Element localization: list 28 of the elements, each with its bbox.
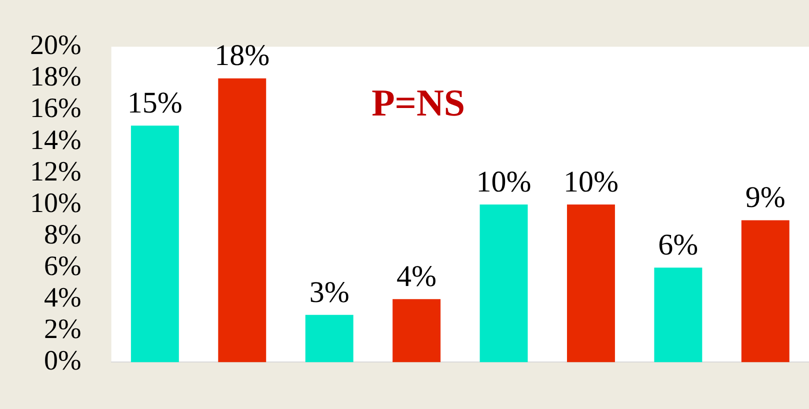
annotation: P=NS [372, 82, 466, 125]
data-label: 6% [658, 228, 698, 262]
y-tick-label: 14% [30, 124, 82, 156]
bar [305, 314, 354, 362]
y-tick-label: 4% [44, 282, 82, 314]
y-tick-label: 2% [44, 314, 82, 346]
data-label: 10% [563, 165, 618, 198]
data-label: 3% [309, 276, 350, 309]
bar [566, 204, 615, 362]
y-tick-label: 10% [30, 188, 82, 219]
y-tick-label: 8% [44, 219, 82, 250]
y-tick-label: 6% [44, 250, 82, 282]
bar [480, 204, 528, 362]
bar [218, 78, 266, 362]
bar [741, 220, 790, 362]
y-tick-label: 12% [30, 156, 82, 188]
bar [130, 126, 179, 362]
y-tick-label: 16% [30, 93, 82, 124]
bar [654, 268, 702, 362]
data-label: 15% [127, 86, 182, 120]
data-label: 18% [214, 39, 270, 72]
y-tick-label: 0% [44, 346, 82, 377]
data-label: 10% [476, 165, 532, 198]
bar [392, 299, 441, 362]
data-label: 4% [396, 260, 437, 293]
y-tick-label: 18% [30, 62, 82, 93]
data-label: 9% [745, 181, 786, 214]
y-tick-label: 20% [30, 30, 82, 62]
